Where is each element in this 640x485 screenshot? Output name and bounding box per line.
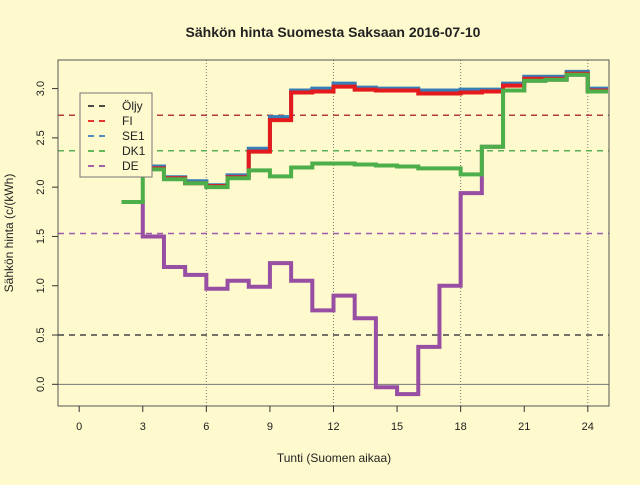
legend-label: DK1: [122, 144, 146, 158]
series-line-dk1: [121, 72, 608, 204]
y-tick-label: 1.5: [35, 229, 47, 244]
series-lines: [121, 69, 608, 397]
x-tick-label: 15: [391, 421, 403, 433]
x-tick-label: 9: [267, 421, 273, 433]
x-tick-label: 12: [327, 421, 339, 433]
x-tick-label: 24: [582, 421, 594, 433]
y-tick-label: 0.5: [35, 327, 47, 342]
legend-label: FI: [122, 114, 133, 128]
legend-label: DE: [122, 159, 139, 173]
y-tick-label: 2.0: [35, 180, 47, 195]
legend-label: Öljy: [122, 99, 143, 113]
series-line-fi: [121, 71, 608, 189]
y-tick-label: 3.0: [35, 81, 47, 96]
x-tick-label: 21: [518, 421, 530, 433]
y-axis-label: Sähkön hinta (c/(kWh): [2, 174, 16, 293]
x-tick-label: 3: [140, 421, 146, 433]
x-tick-label: 6: [203, 421, 209, 433]
legend-label: SE1: [122, 129, 145, 143]
x-axis-label: Tunti (Suomen aikaa): [277, 451, 391, 465]
axes: 0 3 6 9 12 15 18 21 24 0.0 0.5 1.0 1.5 2.0 2.5 3.0: [35, 81, 594, 433]
legend-box: [79, 92, 153, 178]
gridlines: [58, 60, 609, 406]
x-tick-label: 0: [76, 421, 82, 433]
series-line-de: [121, 72, 608, 397]
y-tick-label: 2.5: [35, 130, 47, 145]
x-tick-label: 18: [455, 421, 467, 433]
y-tick-label: 0.0: [35, 377, 47, 392]
chart-title: Sähkön hinta Suomesta Saksaan 2016-07-10: [186, 24, 481, 40]
y-tick-label: 1.0: [35, 278, 47, 293]
